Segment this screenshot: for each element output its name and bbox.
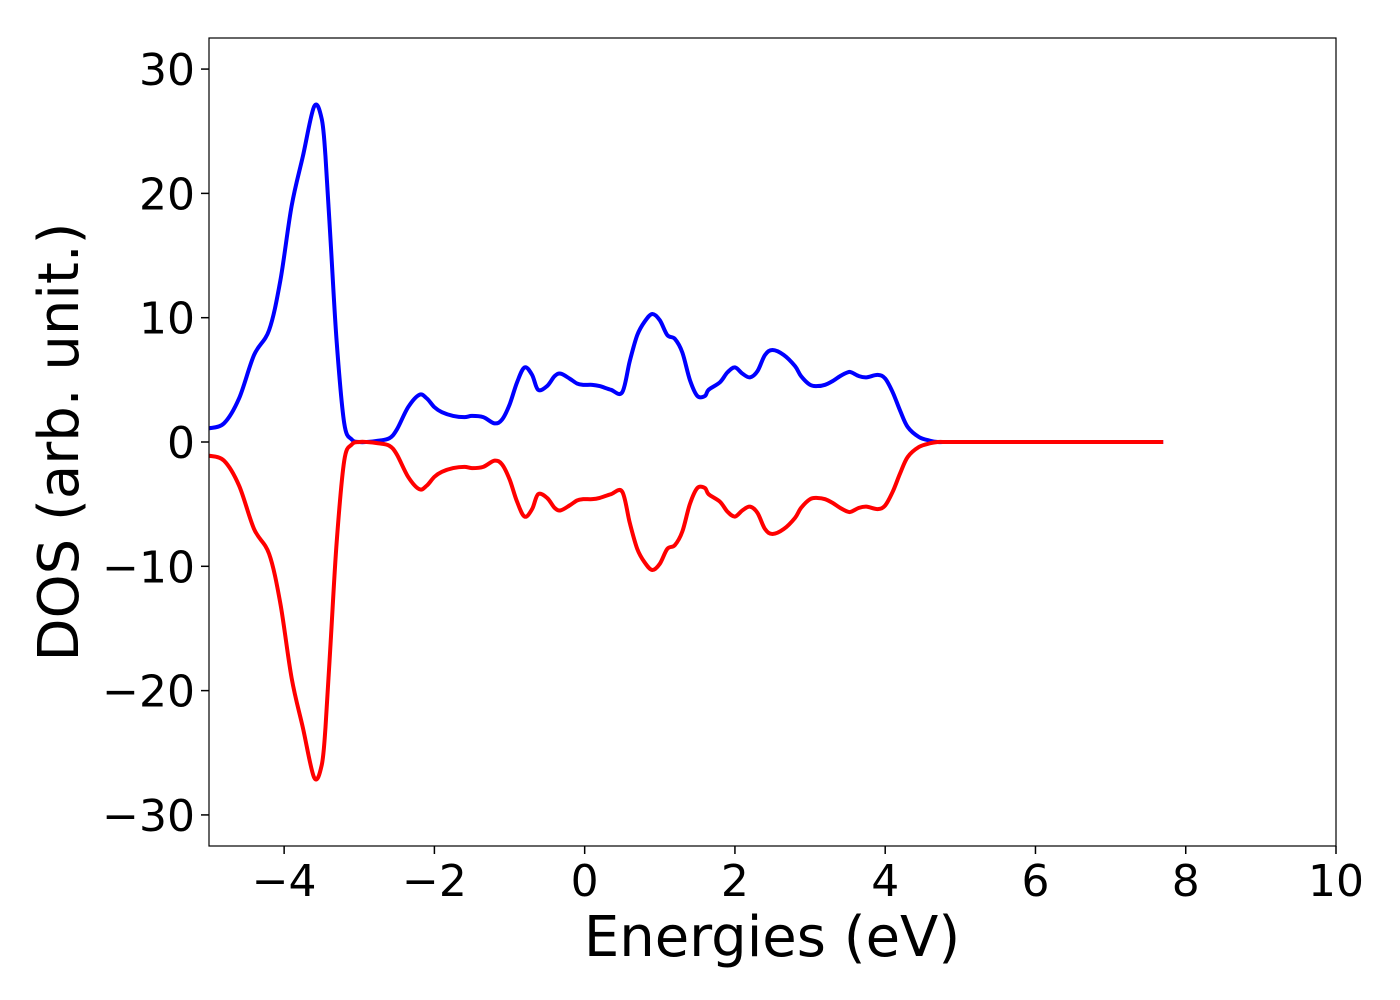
x-tick-label: 10 <box>1308 856 1364 907</box>
x-tick-label: 8 <box>1172 856 1200 907</box>
x-tick-label: 6 <box>1021 856 1049 907</box>
y-tick-label: 0 <box>167 418 195 469</box>
x-axis: −4 −2 0 2 4 6 8 10 <box>252 846 1364 907</box>
y-axis: −30 −20 −10 0 10 20 30 <box>102 45 209 842</box>
y-tick-label: 30 <box>139 45 195 96</box>
x-tick-label: 2 <box>721 856 749 907</box>
x-tick-label: 0 <box>571 856 599 907</box>
x-tick-label: −2 <box>402 856 467 907</box>
y-axis-label: DOS (arb. unit.) <box>27 222 92 661</box>
y-tick-label: −20 <box>102 667 195 718</box>
x-tick-label: 4 <box>871 856 899 907</box>
y-tick-label: −10 <box>102 542 195 593</box>
series-line-1 <box>209 439 1164 782</box>
y-tick-label: 20 <box>139 169 195 220</box>
x-tick-label: −4 <box>252 856 317 907</box>
y-tick-label: −30 <box>102 791 195 842</box>
y-tick-label: 10 <box>139 294 195 345</box>
x-axis-label: Energies (eV) <box>584 905 960 970</box>
series-layer <box>209 102 1164 782</box>
